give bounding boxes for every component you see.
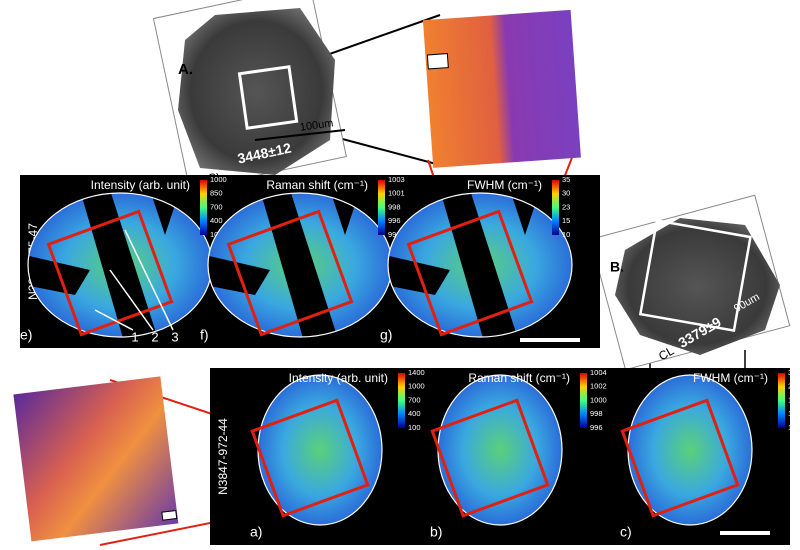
colorbar <box>378 180 385 235</box>
region-box <box>226 209 354 337</box>
region-box <box>406 209 534 337</box>
map-rows: N3847-975-47Intensity (arb. unit)e)10008… <box>20 175 796 545</box>
scale-label: 100um <box>299 117 334 134</box>
colorbar <box>580 373 587 428</box>
colorbar-tick-label: 15 <box>562 216 570 225</box>
dark-band <box>388 255 450 295</box>
map-title: FWHM (cm⁻¹) <box>693 371 768 385</box>
method-label: CL <box>656 343 677 363</box>
map-title: Intensity (arb. unit) <box>289 371 388 385</box>
colorbar-tick-label: 1003 <box>388 175 405 184</box>
colorbar <box>398 373 405 428</box>
panel-label: b) <box>430 524 442 540</box>
colorbar-tick-label: 998 <box>388 202 401 211</box>
colorbar-tick-label: 1001 <box>388 189 405 198</box>
colorbar-tick-label: 400 <box>210 216 223 225</box>
colorbar-tick-label: 850 <box>210 189 223 198</box>
pointer-arrow <box>94 309 134 331</box>
colorbar-tick-label: 13 <box>788 409 796 418</box>
colorbar-tick-label: 23 <box>562 202 570 211</box>
colorbar-tick-label: 700 <box>408 395 421 404</box>
panel-label: c) <box>620 524 632 540</box>
colorbar-tick-label: 100 <box>408 423 421 432</box>
region-box <box>620 398 740 518</box>
colorbar-tick-label: 996 <box>388 216 401 225</box>
scale-bar <box>720 531 770 535</box>
colorbar-tick-label: 1400 <box>408 368 425 377</box>
scale-bar <box>520 338 580 342</box>
dark-band <box>80 193 160 337</box>
colorbar-tick-label: 19 <box>788 395 796 404</box>
panel-label: f) <box>200 327 209 343</box>
colorbar-tick-label: 25 <box>788 382 796 391</box>
dark-band <box>208 255 270 295</box>
panel-label: g) <box>380 327 392 343</box>
map-title: Raman shift (cm⁻¹) <box>266 178 368 192</box>
point-label: 3 <box>171 329 178 344</box>
colorbar-tick-label: 1000 <box>408 382 425 391</box>
pointer-arrow <box>124 229 174 331</box>
map-title: Raman shift (cm⁻¹) <box>468 371 570 385</box>
colorbar-tick-label: 10 <box>562 230 570 239</box>
colorbar-tick-label: 30 <box>788 368 796 377</box>
colorbar-tick-label: 993 <box>388 230 401 239</box>
panel-label: a) <box>250 524 262 540</box>
colorbar-tick-label: 30 <box>562 189 570 198</box>
pointer-arrow <box>109 269 154 331</box>
point-label: 2 <box>151 329 158 344</box>
colorbar <box>200 180 207 235</box>
zoom-bottom <box>13 376 179 542</box>
colorbar-tick-label: 998 <box>590 409 603 418</box>
colorbar-tick-label: 400 <box>408 409 421 418</box>
map-title: Intensity (arb. unit) <box>91 178 190 192</box>
cl-image-a: A. 3448±12 100um C) <box>152 0 347 191</box>
region-box <box>430 398 550 518</box>
dark-band <box>440 193 520 337</box>
colorbar-tick-label: 35 <box>562 175 570 184</box>
colorbar <box>552 180 559 235</box>
cl-image-b: B. 3379±9 90um CL <box>589 194 791 371</box>
colorbar <box>778 373 785 428</box>
dark-band <box>28 255 90 295</box>
colorbar-tick-label: 700 <box>210 202 223 211</box>
colorbar-tick-label: 10 <box>788 423 796 432</box>
map-outline <box>387 192 573 338</box>
panel-label: A. <box>178 61 193 78</box>
map-row: N3847-972-44 Intensity (arb. unit) a) 1400 1… <box>210 368 796 545</box>
map-title: FWHM (cm⁻¹) <box>467 178 542 192</box>
colorbar-tick-label: 996 <box>590 423 603 432</box>
colorbar-tick-label: 1002 <box>590 382 607 391</box>
panel-label: e) <box>20 327 32 343</box>
region-box <box>250 398 370 518</box>
region-box <box>46 209 174 337</box>
point-label: 1 <box>131 329 138 344</box>
map-row: N3847-975-47Intensity (arb. unit)e)10008… <box>20 175 600 348</box>
colorbar-tick-label: 1004 <box>590 368 607 377</box>
colorbar-tick-label: 1000 <box>210 175 227 184</box>
dark-band <box>260 193 340 337</box>
colorbar-tick-label: 1000 <box>590 395 607 404</box>
sample-label: N3847-972-44 <box>216 418 230 495</box>
zoom-top <box>422 9 581 168</box>
panel-label: B. <box>610 259 624 275</box>
